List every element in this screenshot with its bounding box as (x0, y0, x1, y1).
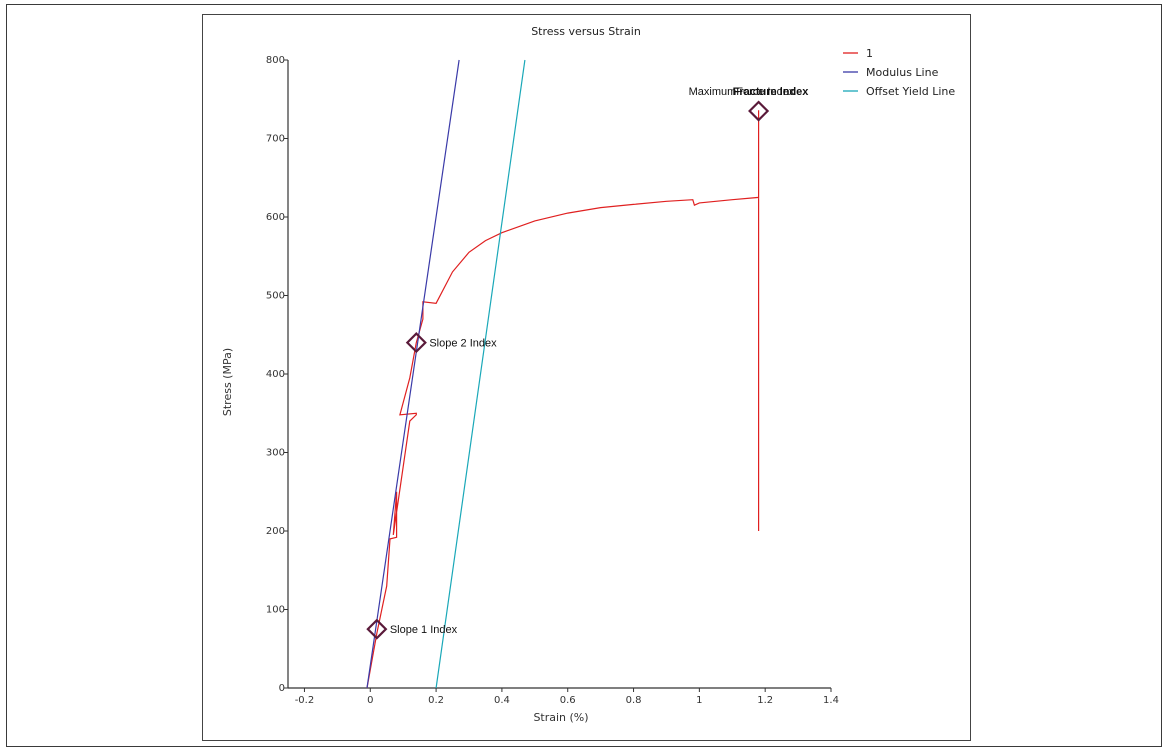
chart-frame: Stress versus Strain Strain (%) Stress (… (202, 14, 971, 741)
series-layer (366, 59, 760, 689)
marker-diamond (748, 100, 770, 122)
series-line-offset-yield-line (435, 59, 526, 689)
x-tick-label: 0.4 (494, 695, 510, 706)
marker-diamond (405, 332, 427, 354)
stress-strain-chart: Stress versus Strain Strain (%) Stress (… (221, 25, 955, 724)
y-tick-label: 800 (266, 55, 285, 66)
legend-label: Modulus Line (866, 66, 939, 79)
y-tick-label: 100 (266, 605, 285, 616)
marker-label-overlap: Fracture Index (733, 86, 810, 98)
y-tick-label: 300 (266, 448, 285, 459)
chart-title: Stress versus Strain (531, 25, 641, 38)
y-tick-label: 700 (266, 134, 285, 145)
x-tick-label: 1.2 (757, 695, 773, 706)
legend-label: 1 (866, 47, 873, 60)
axes (287, 60, 831, 689)
marker-diamond (366, 618, 388, 640)
series-line-modulus-line (366, 59, 460, 689)
marker-slope-2-index: Slope 2 Index (405, 332, 497, 354)
series-line-1 (366, 110, 760, 689)
x-axis-title: Strain (%) (533, 711, 588, 724)
marker-label: MaximumForce Index (689, 86, 795, 98)
y-axis-title: Stress (MPa) (221, 348, 234, 416)
markers-layer: Slope 1 Index Slope 2 Index MaximumForce I… (366, 86, 810, 640)
x-tick-label: 0.2 (428, 695, 444, 706)
x-tick-label: 0.8 (626, 695, 642, 706)
y-tick-label: 0 (279, 683, 285, 694)
ticks: -0.2 0 0.2 0.4 0.6 0.8 1 1.2 1.4 0 100 200 300 400 500… (266, 55, 839, 706)
outer-border (6, 4, 1162, 747)
y-tick-label: 200 (266, 526, 285, 537)
legend-label: Offset Yield Line (866, 85, 955, 98)
y-tick-label: 400 (266, 369, 285, 380)
marker-label: Slope 2 Index (429, 338, 497, 350)
marker-label: Slope 1 Index (390, 624, 458, 636)
x-tick-label: 0.6 (560, 695, 576, 706)
x-tick-label: 1.4 (823, 695, 839, 706)
x-tick-label: -0.2 (295, 695, 315, 706)
y-tick-label: 600 (266, 212, 285, 223)
legend: 1 Modulus Line Offset Yield Line (843, 47, 955, 98)
x-tick-label: 0 (367, 695, 373, 706)
x-tick-label: 1 (696, 695, 702, 706)
y-tick-label: 500 (266, 291, 285, 302)
marker-slope-1-index: Slope 1 Index (366, 618, 458, 640)
